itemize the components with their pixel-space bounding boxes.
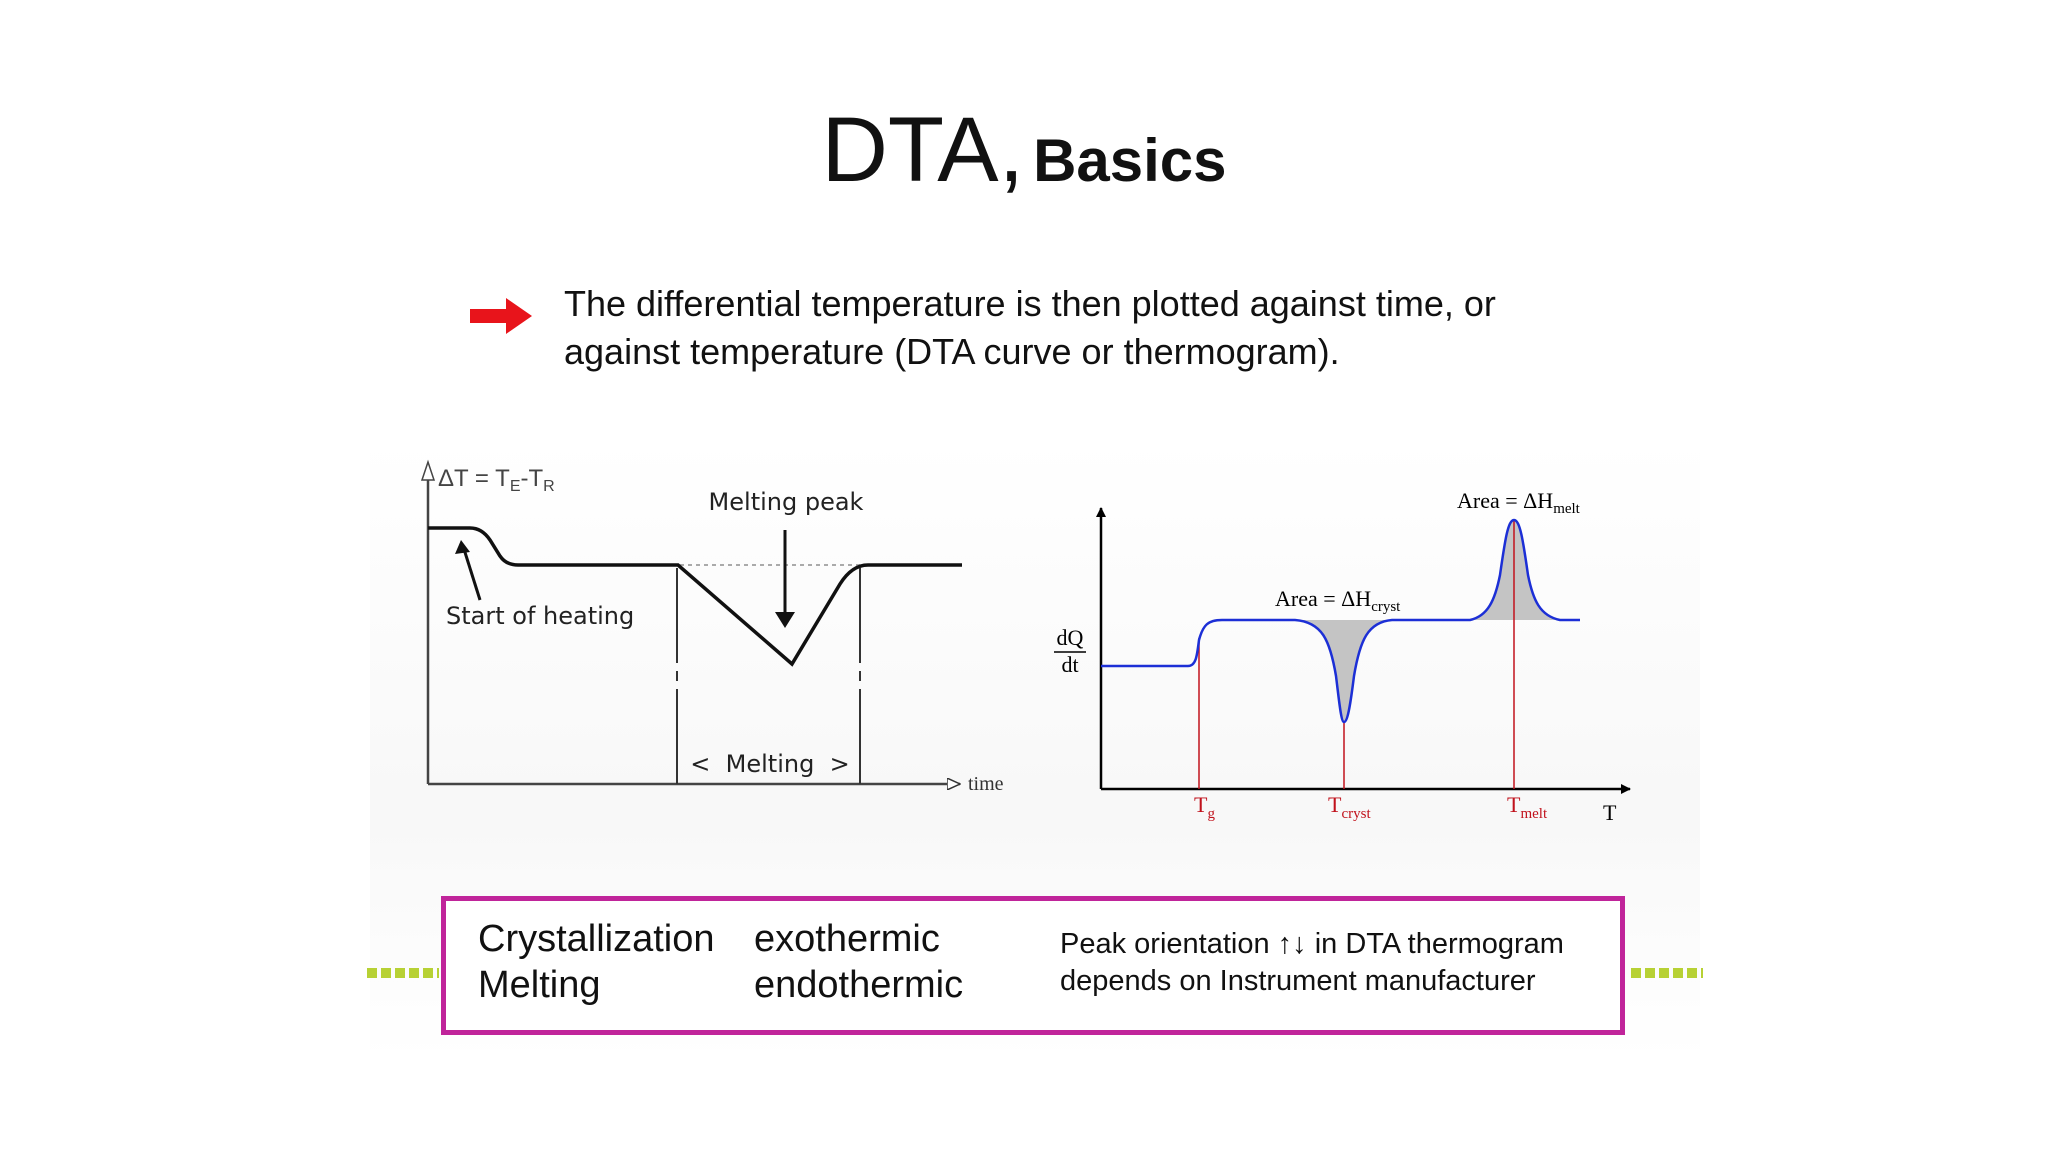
bullet-line-1: The differential temperature is then plo… <box>564 283 1496 324</box>
left-dta-curve <box>428 526 962 667</box>
start-heating-arrow <box>461 545 482 601</box>
title-main: DTA, <box>821 99 1025 201</box>
title-sub: Basics <box>1033 127 1227 194</box>
melting-window-label: < Melting > <box>690 750 849 778</box>
summary-box <box>441 896 1625 1035</box>
accent-dash-left <box>367 968 439 978</box>
row2-process: Melting <box>478 964 601 1006</box>
row1-type: exothermic <box>754 918 940 960</box>
melt-peak-area <box>1470 520 1560 620</box>
right-x-label: T <box>1603 800 1617 825</box>
right-y-label-num: dQ <box>1057 625 1084 650</box>
dsc-curve <box>1101 518 1580 724</box>
melting-peak-arrowhead <box>775 612 795 628</box>
left-x-label: time <box>968 773 1004 795</box>
melting-peak-label: Melting peak <box>709 488 864 516</box>
row2-type: endothermic <box>754 964 964 1006</box>
slide-title: DTA, Basics <box>0 98 2048 203</box>
tg-label: Tg <box>1194 792 1215 822</box>
right-dsc-diagram: dQ dt Area = ΔHcryst Area = ΔHmelt Tg Tc… <box>1054 488 1631 825</box>
bullet-line-2: against temperature (DTA curve or thermo… <box>564 331 1340 372</box>
left-dta-diagram: ΔT = TE-TR Melting peak Start of heating… <box>420 459 1004 795</box>
right-y-label-den: dt <box>1061 652 1078 677</box>
note-line-1: Peak orientation ↑↓ in DTA thermogram <box>1060 928 1564 960</box>
start-heating-label: Start of heating <box>446 602 634 630</box>
melt-area-label: Area = ΔHmelt <box>1457 488 1581 517</box>
bullet-text: The differential temperature is then plo… <box>564 280 1684 376</box>
left-y-axis-arrow <box>420 459 436 481</box>
cryst-peak-area <box>1295 620 1392 722</box>
start-heating-arrowhead <box>455 540 470 554</box>
cryst-area-label: Area = ΔHcryst <box>1275 586 1401 615</box>
left-y-label: ΔT = TE-TR <box>438 465 555 495</box>
note-line-2: depends on Instrument manufacturer <box>1060 965 1536 997</box>
red-arrow-icon <box>470 298 532 334</box>
row1-process: Crystallization <box>478 918 715 960</box>
tcryst-label: Tcryst <box>1328 792 1371 822</box>
tmelt-label: Tmelt <box>1507 792 1548 822</box>
accent-dash-right <box>1631 968 1703 978</box>
